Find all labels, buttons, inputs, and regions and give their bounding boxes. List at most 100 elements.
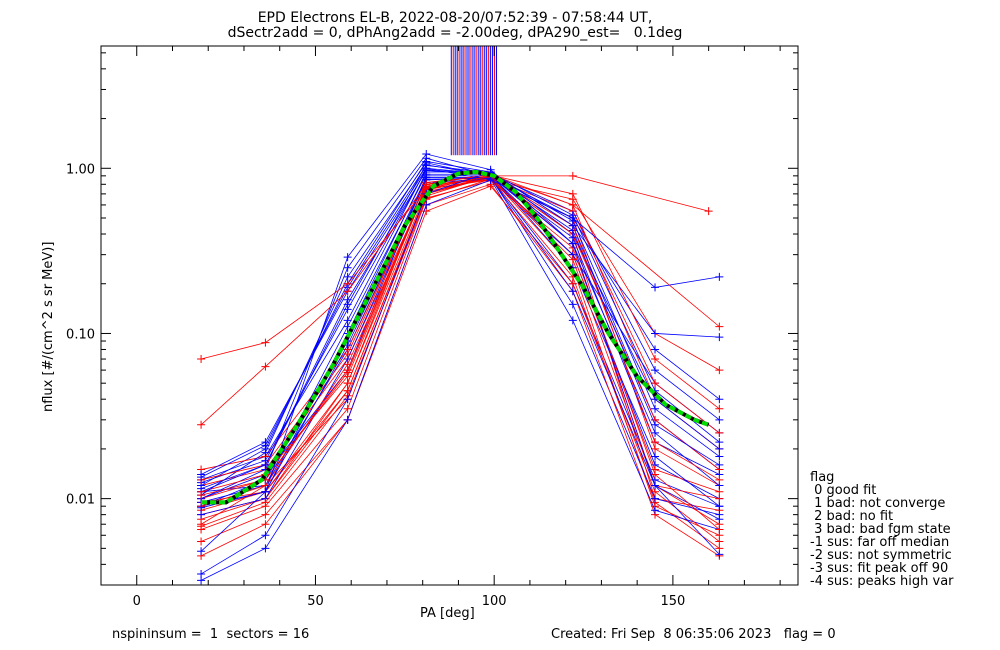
legend-item: -4 sus: peaks high var — [810, 574, 954, 589]
series-line — [200, 180, 720, 530]
data-point — [651, 404, 660, 413]
data-point — [651, 379, 660, 388]
data-point — [261, 544, 270, 553]
legend-item: -3 sus: fit peak off 90 — [810, 561, 949, 576]
data-point — [651, 494, 660, 503]
data-point — [568, 200, 577, 209]
data-point — [715, 272, 724, 281]
data-point — [343, 322, 352, 331]
series-line — [200, 185, 720, 557]
footer-right: Created: Fri Sep 8 06:35:06 2023 flag = … — [551, 627, 836, 642]
series-line — [200, 178, 720, 549]
footer-left: nspininsum = 1 sectors = 16 — [112, 627, 310, 642]
data-point — [486, 175, 495, 184]
data-point — [651, 444, 660, 453]
legend-item: 0 good fit — [810, 483, 877, 498]
data-point — [715, 460, 724, 469]
series-line — [200, 175, 709, 360]
data-point — [568, 316, 577, 325]
data-point — [568, 189, 577, 198]
data-point — [704, 207, 713, 216]
plot-frame — [100, 45, 799, 586]
data-point — [568, 300, 577, 309]
data-point — [715, 428, 724, 437]
data-point — [715, 502, 724, 511]
data-point — [197, 537, 206, 546]
data-point — [343, 263, 352, 272]
data-point — [197, 522, 206, 531]
data-point — [651, 506, 660, 515]
data-point — [651, 355, 660, 364]
data-point — [715, 415, 724, 424]
data-point — [261, 531, 270, 540]
data-point — [261, 487, 270, 496]
data-point — [343, 404, 352, 413]
flux-spikes — [450, 46, 498, 156]
data-point — [651, 420, 660, 429]
y-tick-label: 1.00 — [66, 162, 95, 177]
fit-curve — [201, 169, 710, 505]
data-point — [568, 214, 577, 223]
data-point — [343, 350, 352, 359]
x-tick-label: 50 — [307, 594, 324, 609]
data-point — [197, 547, 206, 556]
x-tick-label: 100 — [482, 594, 507, 609]
data-point — [261, 441, 270, 450]
data-point — [422, 180, 431, 189]
series-line — [200, 171, 720, 575]
data-point — [715, 452, 724, 461]
data-point — [715, 438, 724, 447]
data-point — [197, 491, 206, 500]
series-line — [200, 177, 720, 520]
data-point — [197, 510, 206, 519]
data-point — [343, 272, 352, 281]
fit-curve-line — [201, 169, 710, 505]
data-point — [261, 448, 270, 457]
data-point — [343, 368, 352, 377]
series-line — [200, 175, 720, 520]
series-line — [200, 177, 720, 511]
data-point — [261, 520, 270, 529]
data-point — [715, 550, 724, 559]
legend-item: -2 sus: not symmetric — [810, 548, 952, 563]
x-tick-label: 0 — [133, 594, 141, 609]
series-line — [200, 169, 720, 484]
data-point — [261, 338, 270, 347]
data-point — [651, 452, 660, 461]
data-point — [651, 366, 660, 375]
series-line — [200, 165, 720, 478]
data-point — [343, 415, 352, 424]
data-point — [422, 161, 431, 170]
legend-item: 1 bad: not converge — [810, 496, 946, 511]
data-point — [715, 404, 724, 413]
legend-item: 2 bad: no fit — [810, 509, 894, 524]
series-line — [200, 162, 720, 496]
chart-subtitle: dSectr2add = 0, dPhAng2add = -2.00deg, d… — [227, 25, 683, 41]
series-line — [200, 164, 720, 493]
data-point — [651, 283, 660, 292]
chart-title: EPD Electrons EL-B, 2022-08-20/07:52:39 … — [257, 10, 653, 26]
data-point — [651, 428, 660, 437]
data-point — [651, 481, 660, 490]
data-point — [197, 503, 206, 512]
series-line — [200, 170, 720, 489]
data-point — [197, 420, 206, 429]
legend-title: flag — [810, 470, 835, 485]
series-line — [200, 177, 720, 507]
series-line — [200, 179, 720, 581]
data-point — [715, 537, 724, 546]
data-point — [343, 295, 352, 304]
data-point — [715, 515, 724, 524]
legend-item: -1 sus: far off median — [810, 535, 950, 550]
data-point — [261, 510, 270, 519]
data-point — [651, 329, 660, 338]
data-point — [343, 279, 352, 288]
data-point — [715, 444, 724, 453]
data-point — [651, 438, 660, 447]
data-point — [261, 460, 270, 469]
data-point — [715, 395, 724, 404]
sweep-lines — [197, 150, 724, 585]
y-tick-label: 0.10 — [66, 327, 95, 342]
data-point — [422, 200, 431, 209]
